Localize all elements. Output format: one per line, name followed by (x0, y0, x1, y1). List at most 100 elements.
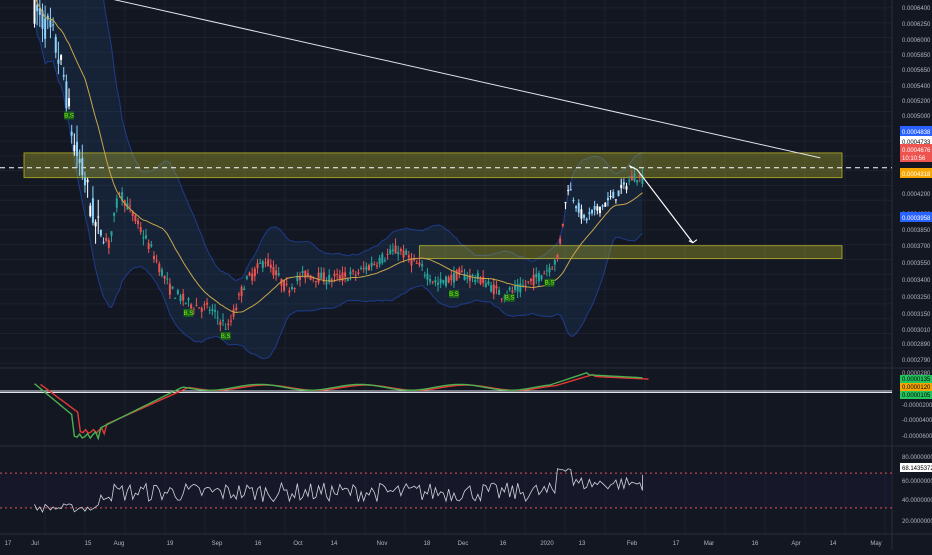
candle-body (75, 141, 78, 156)
candle-body (256, 263, 259, 269)
price-axis-tick: 0.0006400 (902, 6, 931, 12)
candle-body (591, 209, 594, 214)
candle-body (463, 274, 466, 281)
candle-body (86, 179, 89, 183)
signal-label-bg (64, 111, 75, 120)
candle-body (460, 270, 463, 273)
price-axis-tick: 0.0006250 (902, 22, 931, 28)
price-axis-badge-label: 0.0004733 (902, 140, 931, 146)
candle-body (383, 260, 386, 262)
candle-body (617, 190, 620, 197)
candle-body (229, 320, 232, 322)
x-axis-tick: Apr (791, 541, 800, 547)
candle-body (378, 257, 381, 265)
signal-label: B,S (449, 292, 459, 298)
price-axis-tick: 0.0002790 (902, 358, 931, 364)
candle-body (442, 280, 445, 283)
x-axis-tick: 19 (167, 541, 174, 547)
candle-body (182, 293, 185, 301)
x-axis-tick: Nov (377, 541, 388, 547)
candle-body (44, 18, 47, 39)
candle-body (224, 328, 227, 330)
candle-body (304, 270, 307, 279)
moving-average-line (35, 0, 643, 313)
candle-body (561, 223, 564, 227)
candle-body (330, 279, 333, 282)
candle-body (227, 323, 230, 325)
x-axis-tick: Dec (458, 541, 469, 547)
candle-body (235, 307, 238, 311)
candle-body (192, 309, 195, 311)
candle-body (622, 182, 625, 185)
price-axis-tick: 0.0003700 (902, 244, 931, 250)
candle-body (524, 285, 527, 287)
candle-body (375, 265, 378, 267)
candle-body (158, 263, 161, 273)
candle-body (341, 272, 344, 281)
price-axis-tick: 0.0005000 (902, 114, 931, 120)
candle-body (503, 296, 506, 298)
candle-body (540, 275, 543, 280)
candle-body (68, 98, 71, 107)
candle-body (344, 272, 347, 277)
candle-body (585, 218, 588, 221)
candle-body (107, 240, 110, 248)
candle-body (163, 275, 166, 279)
candle-body (421, 264, 424, 267)
candle-body (208, 309, 211, 311)
candles (33, 0, 644, 332)
candle-body (437, 282, 440, 285)
macd-axis-badge-label: 0.0000135 (902, 377, 931, 383)
candle-body (352, 270, 355, 272)
candle-body (283, 279, 286, 291)
price-axis-badge (900, 212, 932, 222)
macd-axis-tick: 0.0000280 (902, 371, 931, 377)
macd-axis-tick: -0.0000200 (902, 403, 932, 409)
price-axis-tick: 0.0005650 (902, 68, 931, 74)
candle-body (142, 237, 145, 239)
candle-body (580, 209, 583, 219)
candle-body (139, 227, 142, 232)
candle-body (65, 81, 68, 109)
candle-body (94, 222, 97, 227)
candle-body (609, 196, 612, 198)
candle-body (269, 264, 272, 268)
candle-body (81, 158, 84, 176)
candle-body (620, 184, 623, 189)
candle-body (413, 258, 416, 261)
candle-body (222, 320, 224, 322)
signal-label: B,S (184, 311, 194, 317)
x-axis-tick: Feb (627, 541, 638, 547)
candle-body (389, 249, 392, 254)
candle-body (312, 277, 315, 279)
candle-body (386, 253, 389, 255)
candle-body (365, 266, 368, 270)
candle-body (121, 192, 124, 201)
candle-body (338, 274, 341, 280)
macd-axis-badge (900, 375, 932, 383)
candle-body (251, 273, 254, 281)
candle-body (373, 264, 376, 266)
candle-body (38, 8, 41, 15)
candle-body (54, 36, 57, 53)
price-axis-tick: 0.0005200 (902, 99, 931, 105)
candle-body (362, 267, 365, 269)
candle-body (498, 290, 501, 295)
candle-body (33, 0, 36, 24)
signal-label: B,S (545, 281, 555, 287)
x-axis-tick: May (870, 541, 881, 547)
support-zone (418, 245, 843, 259)
signal-label: B,S (64, 113, 74, 119)
candle-body (198, 307, 201, 309)
price-axis-tick: 0.0003250 (902, 295, 931, 301)
candle-body (105, 237, 108, 241)
candle-body (551, 268, 554, 270)
candle-body (450, 274, 453, 281)
candle-body (219, 321, 222, 326)
candle-body (630, 175, 633, 181)
candle-body (328, 274, 331, 283)
candle-body (636, 179, 639, 183)
x-axis-tick: Sep (212, 541, 223, 547)
